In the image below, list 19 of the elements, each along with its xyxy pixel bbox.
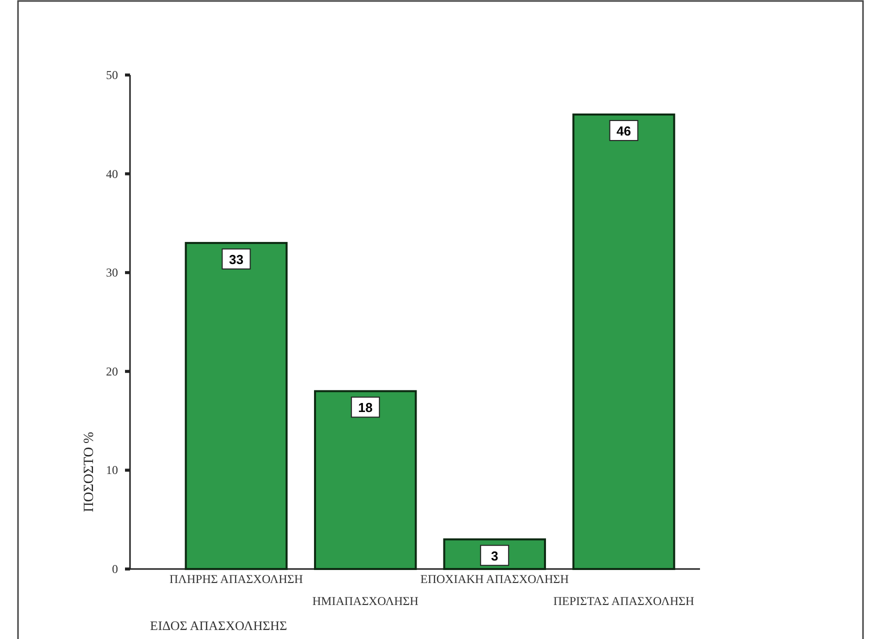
data-label: 46 [616, 124, 632, 139]
data-label: 33 [228, 252, 244, 267]
y-tick-label: 50 [106, 68, 118, 82]
y-tick-label: 20 [106, 364, 118, 378]
data-label: 18 [358, 400, 373, 416]
bar [184, 242, 288, 570]
x-tick-label: ΠΛΗΡΗΣ ΑΠΑΣΧΟΛΗΣΗ [169, 572, 304, 586]
y-tick-label: 0 [112, 562, 118, 576]
data-label: 3 [490, 548, 498, 564]
bar [314, 390, 417, 570]
y-tick-label: 10 [106, 463, 118, 478]
y-axis-title: ΠΟΣΟΣΤΟ % [82, 432, 97, 512]
bar [572, 114, 676, 570]
y-tick-label: 40 [106, 166, 118, 181]
x-tick-label: ΕΠΟΧΙΑΚΗ ΑΠΑΣΧΟΛΗΣΗ [420, 572, 570, 586]
y-tick-label: 30 [106, 266, 118, 280]
x-axis-title: ΕΙΔΟΣ ΑΠΑΣΧΟΛΗΣΗΣ [150, 618, 288, 633]
x-tick-label: ΗΜΙΑΠΑΣΧΟΛΗΣΗ [312, 594, 419, 608]
x-tick-label: ΠΕΡΙΣΤΑΣ ΑΠΑΣΧΟΛΗΣΗ [553, 594, 694, 608]
